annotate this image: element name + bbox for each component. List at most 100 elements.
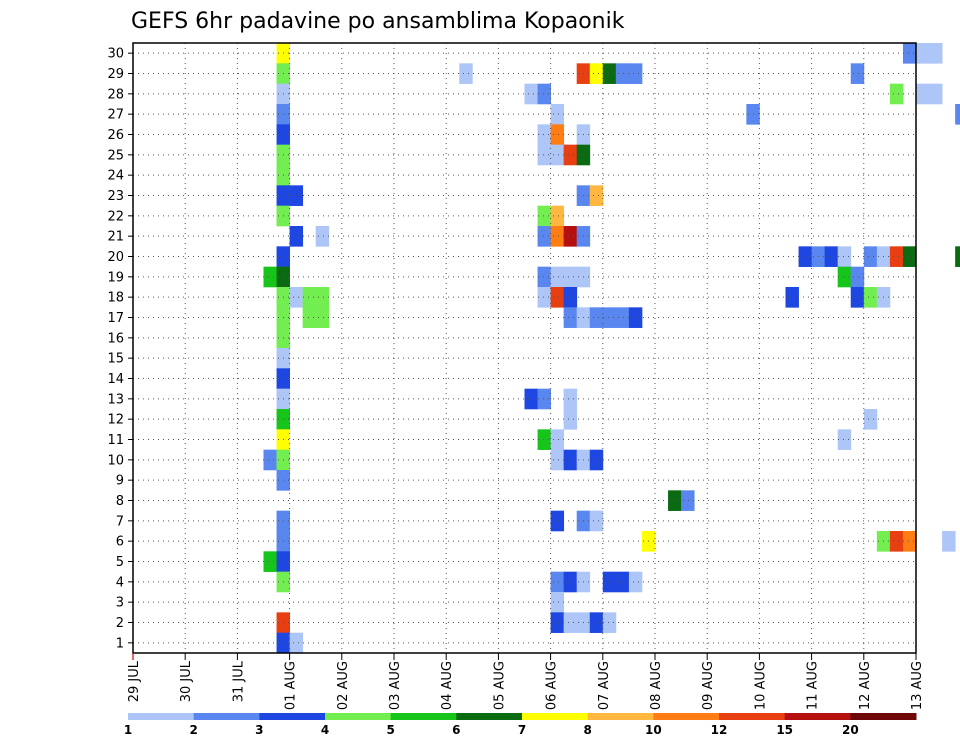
heatmap-cell-65 [302,287,317,308]
heatmap-cell-5 [459,63,473,84]
colorbar-label-20: 20 [842,723,859,737]
x-tick-label-6: 04 AUG [440,661,455,710]
heatmap-cell-7 [589,63,604,84]
heatmap-cell-35 [589,185,604,206]
x-tick-label-10: 08 AUG [649,661,664,710]
colorbar-label-6: 6 [452,723,460,737]
y-tick-label-13: 13 [107,392,124,407]
heatmap-cell-37 [537,205,551,227]
heatmap-cell-16 [916,83,930,105]
colorbar-label-5: 5 [386,723,394,737]
y-tick-label-5: 5 [116,555,124,570]
x-tick-label-12: 10 AUG [753,661,768,710]
heatmap-cell-107 [550,510,565,532]
heatmap-cell-13 [524,83,538,105]
y-tick-label-18: 18 [107,291,124,306]
heatmap-cell-52 [889,246,904,267]
heatmap-cell-23 [537,124,551,145]
heatmap-cell-41 [537,226,551,247]
heatmap-cell-96 [837,429,852,450]
heatmap-cell-71 [850,287,865,308]
colorbar-swatch-11 [784,713,851,720]
heatmap-cell-123 [615,571,630,593]
y-tick-label-2: 2 [116,616,124,631]
heatmap-cell-68 [550,287,565,308]
y-tick-label-20: 20 [107,250,124,265]
heatmap-cell-75 [302,307,317,328]
heatmap-cell-61 [837,266,852,288]
colorbar-label-15: 15 [776,723,793,737]
x-tick-label-0: 29 JUL [127,660,142,702]
heatmap-cell-125 [550,592,565,613]
heatmap-cell-70 [785,287,799,308]
heatmap-cell-21 [955,104,960,125]
colorbar-swatch-9 [653,713,720,720]
x-tick-label-4: 02 AUG [336,661,351,710]
heatmap-cell-64 [289,287,304,308]
heatmap-cell-115 [942,531,956,552]
heatmap-cell-79 [589,307,604,328]
heatmap-cell-49 [837,246,852,267]
heatmap-cell-67 [537,287,551,308]
y-tick-label-10: 10 [107,453,124,468]
heatmap-cell-59 [563,266,578,288]
heatmap-cell-46 [798,246,812,267]
x-tick-label-7: 05 AUG [492,661,507,710]
heatmap-cell-124 [628,571,643,593]
colorbar-label-10: 10 [645,723,662,737]
x-tick-label-8: 06 AUG [545,661,560,710]
heatmap-cell-58 [550,266,565,288]
heatmap-cell-69 [563,287,578,308]
y-tick-label-30: 30 [107,47,124,62]
heatmap-cells [263,43,960,654]
x-tick-label-1: 30 JUL [179,660,194,702]
heatmap-cell-120 [563,571,578,593]
heatmap-cell-100 [563,449,578,471]
x-tick-label-11: 09 AUG [701,661,716,710]
colorbar-label-2: 2 [189,723,197,737]
y-tick-label-27: 27 [107,108,124,123]
heatmap-cell-43 [563,226,578,247]
heatmap-cell-114 [902,531,917,552]
heatmap-cell-89 [563,388,578,410]
heatmap-cell-9 [615,63,630,84]
colorbar-label-3: 3 [255,723,263,737]
heatmap-cell-130 [589,612,604,633]
y-tick-label-7: 7 [116,514,124,529]
y-tick-label-26: 26 [107,128,124,143]
heatmap-cell-50 [863,246,878,267]
heatmap-cell-3 [929,43,943,64]
heatmap-cell-8 [602,63,617,84]
heatmap-cell-48 [824,246,839,267]
y-tick-label-21: 21 [107,230,124,245]
x-tick-label-3: 01 AUG [284,661,299,710]
heatmap-cell-54 [955,246,960,267]
heatmap-cell-62 [850,266,865,288]
colorbar-label-4: 4 [321,723,329,737]
colorbar: 1 2 3 4 5 6 7 8 10 12 15 20 [124,713,917,737]
heatmap-cell-17 [929,83,943,105]
grid-lines [133,43,916,653]
y-tick-label-23: 23 [107,189,124,204]
y-tick-label-16: 16 [107,331,124,346]
y-tick-label-14: 14 [107,372,124,387]
y-axis: 1234567891011121314151617181920212223242… [107,47,133,651]
heatmap-cell-10 [628,63,643,84]
heatmap-cell-39 [289,226,304,247]
heatmap-cell-131 [602,612,617,633]
colorbar-swatch-3 [259,713,326,720]
heatmap-cell-94 [537,429,551,450]
colorbar-swatch-7 [522,713,589,720]
heatmap-cell-53 [902,246,917,267]
heatmap-cell-92 [863,409,878,430]
heatmap-cell-29 [563,144,578,166]
heatmap-cell-72 [863,287,878,308]
x-axis: 29 JUL 30 JUL 31 JUL 01 AUG 02 AUG 03 AUG 04 A… [127,653,925,710]
y-tick-label-1: 1 [116,636,124,651]
heatmap-cell-27 [537,144,551,166]
y-tick-label-3: 3 [116,596,124,611]
y-tick-label-29: 29 [107,67,124,82]
heatmap-cell-15 [889,83,904,105]
heatmap-cell-19 [550,104,565,125]
heatmap-cell-81 [615,307,630,328]
